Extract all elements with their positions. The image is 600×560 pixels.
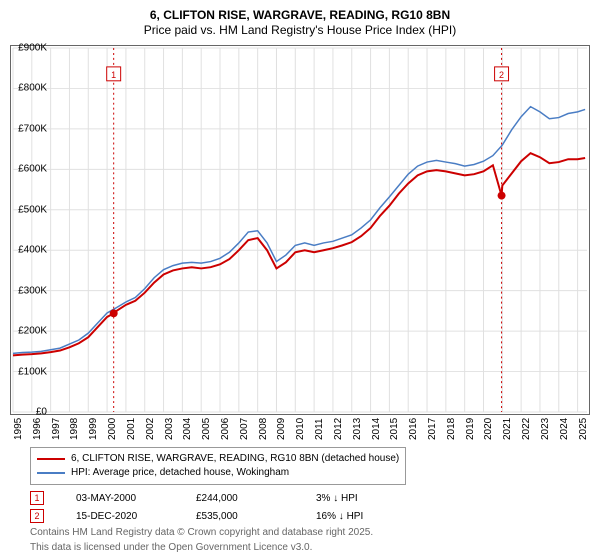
marker-row: 2 15-DEC-2020£535,00016% ↓ HPI xyxy=(30,509,590,523)
x-axis-label: 2013 xyxy=(352,418,363,440)
x-axis-label: 2011 xyxy=(314,418,325,440)
plot-svg: 12 xyxy=(11,46,589,414)
x-axis-label: 2021 xyxy=(502,418,513,440)
x-axis-label: 2015 xyxy=(389,418,400,440)
marker-date: 15-DEC-2020 xyxy=(76,511,196,522)
legend-swatch xyxy=(37,458,65,460)
marker-delta: 16% ↓ HPI xyxy=(316,511,436,522)
x-axis-label: 2014 xyxy=(371,418,382,440)
x-axis-label: 2018 xyxy=(446,418,457,440)
x-axis-label: 2022 xyxy=(521,418,532,440)
x-axis-label: 2002 xyxy=(145,418,156,440)
footer-line-2: This data is licensed under the Open Gov… xyxy=(30,542,590,553)
x-axis-label: 2012 xyxy=(333,418,344,440)
y-axis-label: £700K xyxy=(18,123,47,134)
legend-swatch xyxy=(37,472,65,474)
x-axis-label: 1995 xyxy=(13,418,24,440)
x-axis-label: 2008 xyxy=(258,418,269,440)
marker-date: 03-MAY-2000 xyxy=(76,493,196,504)
marker-number-box: 1 xyxy=(30,491,44,505)
marker-price: £244,000 xyxy=(196,493,316,504)
marker-delta: 3% ↓ HPI xyxy=(316,493,436,504)
x-axis-label: 2016 xyxy=(408,418,419,440)
x-axis-label: 2019 xyxy=(465,418,476,440)
x-axis-label: 2001 xyxy=(126,418,137,440)
y-axis-label: £600K xyxy=(18,164,47,175)
x-axis-label: 2020 xyxy=(483,418,494,440)
legend: 6, CLIFTON RISE, WARGRAVE, READING, RG10… xyxy=(30,447,406,485)
chart-title: 6, CLIFTON RISE, WARGRAVE, READING, RG10… xyxy=(10,8,590,22)
x-axis-label: 2009 xyxy=(276,418,287,440)
legend-row: HPI: Average price, detached house, Woki… xyxy=(37,466,399,480)
x-axis-label: 2023 xyxy=(540,418,551,440)
footer-line-1: Contains HM Land Registry data © Crown c… xyxy=(30,527,590,538)
sale-point xyxy=(110,309,118,317)
x-axis-label: 2004 xyxy=(182,418,193,440)
plot-area: 12 £0£100K£200K£300K£400K£500K£600K£700K… xyxy=(10,45,590,415)
chart-subtitle: Price paid vs. HM Land Registry's House … xyxy=(10,23,590,37)
x-axis-label: 2006 xyxy=(220,418,231,440)
x-axis-label: 2010 xyxy=(295,418,306,440)
series-hpi xyxy=(13,107,585,354)
chart-marker-label: 2 xyxy=(499,70,504,80)
y-axis-label: £500K xyxy=(18,204,47,215)
x-axis-label: 2025 xyxy=(578,418,589,440)
x-axis-label: 1998 xyxy=(69,418,80,440)
x-axis-label: 2005 xyxy=(201,418,212,440)
y-axis-label: £100K xyxy=(18,366,47,377)
x-axis-label: 1999 xyxy=(88,418,99,440)
x-axis-label: 2017 xyxy=(427,418,438,440)
sale-point xyxy=(498,192,506,200)
y-axis-label: £200K xyxy=(18,326,47,337)
legend-text: HPI: Average price, detached house, Woki… xyxy=(71,466,289,480)
marker-number-box: 2 xyxy=(30,509,44,523)
legend-text: 6, CLIFTON RISE, WARGRAVE, READING, RG10… xyxy=(71,452,399,466)
legend-row: 6, CLIFTON RISE, WARGRAVE, READING, RG10… xyxy=(37,452,399,466)
x-axis-label: 1996 xyxy=(32,418,43,440)
markers-table: 1 03-MAY-2000£244,0003% ↓ HPI 2 15-DEC-2020… xyxy=(30,491,590,523)
x-axis-label: 2003 xyxy=(164,418,175,440)
series-property xyxy=(13,153,585,355)
y-axis-label: £900K xyxy=(18,42,47,53)
marker-row: 1 03-MAY-2000£244,0003% ↓ HPI xyxy=(30,491,590,505)
x-axis-label: 2007 xyxy=(239,418,250,440)
x-axis-label: 2024 xyxy=(559,418,570,440)
y-axis-label: £300K xyxy=(18,285,47,296)
marker-price: £535,000 xyxy=(196,511,316,522)
chart-marker-label: 1 xyxy=(111,70,116,80)
x-axis-label: 1997 xyxy=(51,418,62,440)
x-axis-label: 2000 xyxy=(107,418,118,440)
y-axis-label: £400K xyxy=(18,245,47,256)
chart-container: 6, CLIFTON RISE, WARGRAVE, READING, RG10… xyxy=(0,0,600,560)
y-axis-label: £800K xyxy=(18,83,47,94)
